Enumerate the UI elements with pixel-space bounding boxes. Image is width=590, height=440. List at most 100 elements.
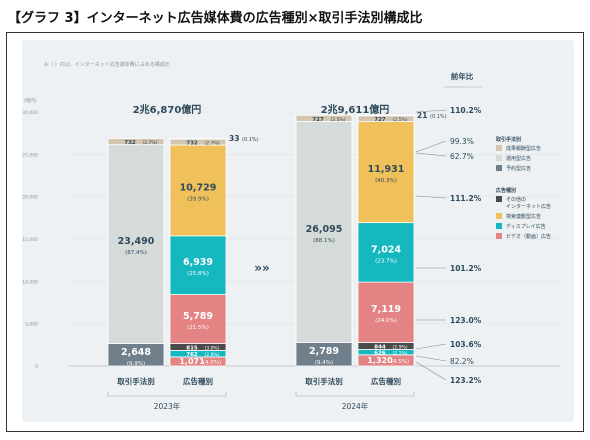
legend-label: ビデオ（動画）広告 — [506, 233, 551, 240]
yoy-value: 103.6% — [450, 340, 482, 349]
data-label-value: 727 — [312, 117, 324, 123]
legend-label: 運用型広告 — [506, 155, 531, 162]
yoy-value: 123.2% — [450, 376, 482, 385]
data-label-pct: (4.5%) — [391, 359, 409, 365]
yoy-leader-line — [415, 140, 447, 153]
data-label-pct: (40.3%) — [375, 178, 397, 184]
y-tick-label: 15,000 — [22, 237, 38, 243]
bar-segment-other — [169, 138, 227, 140]
data-label-pct: (23.7%) — [375, 258, 397, 264]
data-label-pct: (2.1%) — [393, 351, 408, 357]
legend-swatch-other — [496, 196, 502, 202]
data-label-pct: (2.5%) — [331, 117, 346, 123]
chart-note: ※（ ）内は、インターネット広告媒体費に占める構成比 — [44, 61, 170, 68]
page-title: 【グラフ 3】インターネット広告媒体費の広告種別×取引手法別構成比 — [8, 11, 423, 26]
data-label-value: 2,789 — [309, 346, 339, 357]
data-label-pct: (21.5%) — [187, 325, 209, 331]
data-label-value: 815 — [186, 346, 198, 352]
bar-segment-display — [357, 222, 415, 283]
data-label-value: 11,931 — [368, 164, 405, 175]
data-label-value: 26,095 — [306, 224, 343, 235]
year-label: 2024年 — [342, 401, 369, 411]
data-label-value: 7,024 — [371, 244, 401, 255]
data-label-pct: (9.4%) — [315, 360, 333, 366]
data-label-pct: (2.5%) — [393, 117, 408, 123]
total-label: 2兆9,611億円 — [321, 103, 390, 116]
yoy-leader-line — [415, 361, 447, 381]
data-label-value: 1,071 — [179, 357, 205, 366]
y-tick-label: 25,000 — [22, 152, 38, 158]
yoy-leader-line — [415, 109, 447, 113]
data-label-value: 727 — [374, 117, 386, 123]
yoy-value: 111.2% — [450, 194, 482, 203]
data-label-value: 2,648 — [121, 347, 151, 358]
legend-swatch-programmatic — [496, 155, 502, 161]
data-label-pct: (2.9%) — [393, 344, 408, 350]
bar-segment-performance — [107, 138, 165, 146]
data-label-value: 21 — [417, 111, 427, 120]
yoy-value: 82.2% — [450, 357, 474, 366]
legend-swatch-performance — [496, 145, 502, 151]
bar-segment-display — [169, 235, 227, 295]
total-label: 2兆6,870億円 — [133, 103, 202, 116]
yoy-value: 110.2% — [450, 106, 482, 115]
legend-label: 成果報酬型広告 — [506, 145, 541, 152]
bar-category-label: 取引手法別 — [305, 376, 343, 386]
data-label-value: 23,490 — [118, 236, 155, 247]
data-label-value: 1,320 — [367, 356, 393, 365]
yoy-value: 123.0% — [450, 316, 482, 325]
bar-segment-video — [169, 294, 227, 344]
data-label-pct: (0.1%) — [242, 137, 259, 143]
data-label-pct: (2.7%) — [143, 140, 158, 146]
data-label-value: 626 — [374, 351, 386, 357]
bar-segment-search — [357, 121, 415, 224]
bar-segment-search — [169, 144, 227, 237]
yoy-value: 99.3% — [450, 137, 474, 146]
data-label-pct: (24.0%) — [375, 318, 397, 324]
yoy-leader-line — [415, 152, 447, 157]
bar-segment-video — [357, 281, 415, 343]
data-label-pct: (3.0%) — [205, 346, 220, 352]
yoy-value: 101.2% — [450, 264, 482, 273]
bar-category-label: 広告種別 — [183, 376, 213, 386]
legend-label: インターネット広告 — [506, 203, 551, 210]
bar-segment-performance — [295, 114, 353, 122]
legend-title: 広告種別 — [496, 187, 516, 194]
yoy-leader-line — [415, 343, 447, 350]
legend-swatch-reserved — [496, 165, 502, 171]
legend-swatch-search — [496, 213, 502, 219]
legend-label: 検索連動型広告 — [506, 213, 541, 220]
y-tick-label: 0 — [35, 364, 38, 370]
data-label-value: 762 — [186, 352, 198, 358]
data-label-value: 5,789 — [183, 311, 213, 322]
bar-category-label: 取引手法別 — [117, 376, 155, 386]
legend-label: その他の — [506, 196, 526, 203]
data-label-value: 10,729 — [180, 182, 217, 193]
legend-swatch-video — [496, 233, 502, 239]
data-label-pct: (87.4%) — [125, 250, 147, 256]
yoy-leader-line — [415, 355, 447, 362]
bar-category-label: 広告種別 — [371, 376, 401, 386]
data-label-value: 732 — [186, 140, 198, 146]
data-label-value: 844 — [374, 344, 386, 350]
data-label-pct: (2.7%) — [205, 140, 220, 146]
year-bracket — [295, 392, 415, 397]
y-tick-label: 10,000 — [22, 279, 38, 285]
yoy-value: 62.7% — [450, 152, 474, 161]
bar-segment-programmatic — [295, 121, 353, 343]
data-label-pct: (2.8%) — [205, 352, 220, 358]
data-label-pct: (4.0%) — [203, 360, 221, 366]
legend-label: 予約型広告 — [506, 165, 531, 172]
data-label-pct: (9.9%) — [127, 361, 145, 367]
bar-segment-programmatic — [107, 144, 165, 344]
year-bracket — [107, 392, 227, 397]
legend-swatch-display — [496, 223, 502, 229]
legend-title: 取引手法別 — [496, 136, 521, 143]
data-label-value: 7,119 — [371, 304, 401, 315]
data-label-value: 732 — [124, 140, 136, 146]
data-label-pct: (25.8%) — [187, 271, 209, 277]
data-label-pct: (88.1%) — [313, 238, 335, 244]
data-label-value: 6,939 — [183, 257, 213, 268]
arrow-icon: »» — [254, 261, 270, 275]
